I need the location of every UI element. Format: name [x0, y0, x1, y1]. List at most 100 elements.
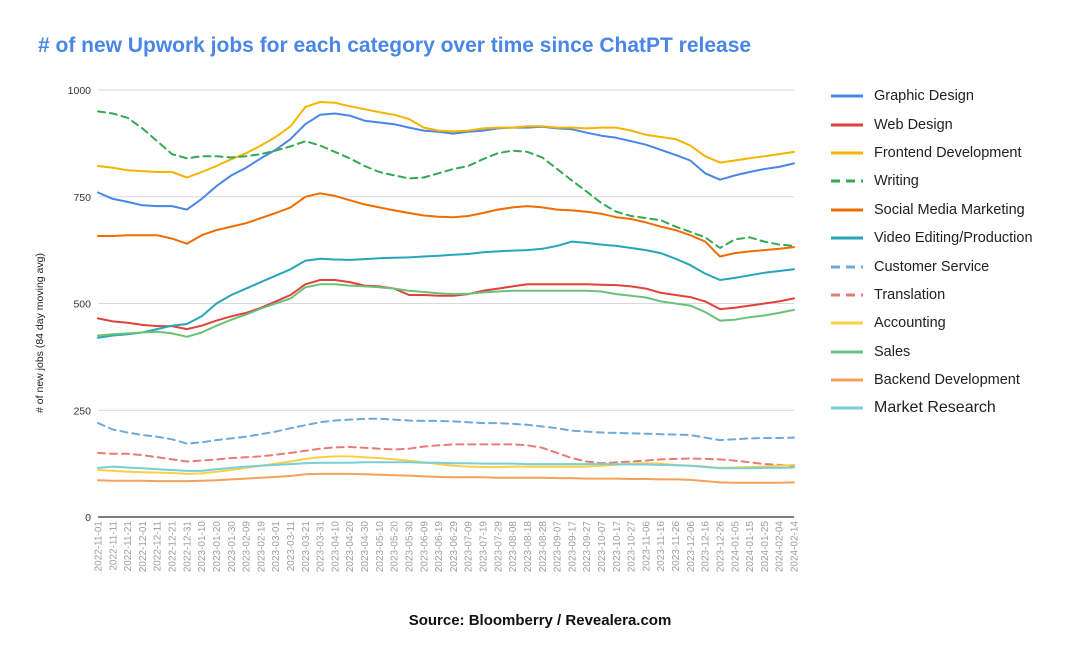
x-tick-label: 2023-11-16 — [656, 521, 667, 572]
y-tick-label: 500 — [73, 299, 91, 311]
legend-label: Customer Service — [874, 258, 990, 275]
grid-lines — [98, 89, 794, 518]
x-tick-label: 2023-06-09 — [419, 521, 430, 573]
x-tick-label: 2024-01-05 — [730, 521, 741, 573]
x-tick-label: 2023-11-06 — [641, 521, 652, 572]
x-tick-label: 2022-12-01 — [138, 521, 149, 573]
x-tick-label: 2022-11-21 — [123, 521, 134, 572]
legend-item: Accounting — [830, 309, 1075, 337]
series-line-social-media-marketing — [97, 192, 795, 258]
x-tick-label: 2023-12-06 — [686, 521, 697, 573]
legend-swatch — [831, 321, 863, 325]
x-tick-label: 2023-03-11 — [286, 521, 297, 572]
legend-item: Web Design — [830, 110, 1075, 138]
x-tick-label: 2022-11-01 — [94, 521, 105, 572]
legend-item: Graphic Design — [830, 82, 1075, 110]
x-tick-label: 2024-02-04 — [775, 521, 786, 573]
legend-item: Social Media Marketing — [830, 196, 1075, 224]
x-tick-label: 2023-02-19 — [256, 521, 267, 573]
x-tick-label: 2023-04-10 — [330, 521, 341, 573]
x-tick-label: 2022-12-21 — [168, 521, 179, 573]
x-tick-label: 2023-04-30 — [360, 521, 371, 573]
y-tick-label: 750 — [73, 192, 91, 204]
x-tick-label: 2023-07-09 — [464, 521, 475, 573]
legend-label: Market Research — [874, 399, 996, 417]
y-axis-label: # of new jobs (84 day moving avg) — [34, 253, 46, 413]
legend-item: Market Research — [830, 394, 1075, 422]
x-tick-label: 2023-09-27 — [582, 521, 593, 573]
x-tick-label: 2023-05-30 — [404, 521, 415, 573]
x-tick-label: 2023-11-26 — [671, 521, 682, 572]
legend-item: Translation — [830, 281, 1075, 309]
x-tick-label: 2023-12-16 — [701, 521, 712, 573]
series-line-sales — [97, 283, 795, 338]
legend-swatch — [831, 236, 863, 240]
source-caption: Source: Bloomberry / Revealera.com — [408, 612, 672, 629]
legend-label: Graphic Design — [874, 88, 974, 105]
legend-item: Customer Service — [830, 252, 1075, 280]
x-tick-label: 2022-12-31 — [182, 521, 193, 573]
x-tick-label: 2023-08-28 — [538, 521, 549, 573]
x-tick-label: 2024-02-14 — [790, 521, 801, 573]
series-line-frontend-development — [97, 101, 795, 179]
legend-swatch — [831, 406, 863, 410]
legend-swatch — [831, 123, 863, 127]
y-tick-label: 250 — [73, 405, 91, 417]
legend-label: Backend Development — [874, 372, 1020, 389]
chart-title: # of new Upwork jobs for each category o… — [38, 34, 752, 57]
x-tick-label: 2023-03-21 — [301, 521, 312, 573]
x-tick-label: 2023-01-30 — [227, 521, 238, 573]
legend-label: Sales — [874, 343, 911, 360]
x-tick-label: 2023-01-20 — [212, 521, 223, 573]
x-tick-label: 2023-05-10 — [375, 521, 386, 573]
legend-swatch — [831, 293, 863, 297]
legend-item: Sales — [830, 338, 1075, 366]
x-tick-label: 2023-12-26 — [715, 521, 726, 573]
x-tick-label: 2023-10-07 — [597, 521, 608, 573]
x-tick-label: 2023-09-07 — [553, 521, 564, 573]
legend-swatch — [831, 151, 863, 155]
legend-swatch — [831, 350, 863, 354]
legend-swatch — [831, 265, 863, 269]
legend-label: Social Media Marketing — [874, 201, 1025, 218]
x-tick-label: 2023-05-20 — [390, 521, 401, 573]
x-tick-label: 2023-06-29 — [449, 521, 460, 573]
series-lines — [97, 101, 795, 484]
series-line-graphic-design — [97, 112, 795, 211]
legend-label: Writing — [874, 173, 919, 190]
x-tick-label: 2023-08-18 — [523, 521, 534, 573]
legend-item: Writing — [830, 167, 1075, 195]
axes: 0 250 500 750 1000 2022-11-01 2022-11-11 2022-1… — [68, 85, 801, 572]
legend-label: Frontend Development — [874, 144, 1022, 161]
series-line-video-editing-production — [97, 240, 795, 339]
series-line-market-research — [97, 461, 795, 472]
x-tick-label: 2023-04-20 — [345, 521, 356, 573]
x-tick-label: 2023-08-08 — [508, 521, 519, 573]
x-tick-label: 2023-09-17 — [567, 521, 578, 573]
x-tick-label: 2023-01-10 — [197, 521, 208, 573]
legend-label: Translation — [874, 286, 946, 303]
series-line-web-design — [97, 279, 795, 331]
legend-swatch — [831, 378, 863, 382]
legend-label: Accounting — [874, 315, 946, 332]
x-tick-label: 2023-10-17 — [612, 521, 623, 573]
x-tick-label: 2022-11-11 — [108, 521, 119, 571]
legend-item: Video Editing/Production — [830, 224, 1075, 252]
legend-label: Web Design — [874, 116, 953, 133]
legend-label: Video Editing/Production — [874, 230, 1033, 247]
legend-swatch — [831, 94, 863, 98]
x-tick-label: 2023-07-29 — [493, 521, 504, 573]
y-tick-label: 0 — [85, 512, 91, 524]
x-tick-label: 2023-07-19 — [479, 521, 490, 573]
legend-swatch — [831, 179, 863, 183]
series-line-backend-development — [97, 472, 795, 484]
legend: Graphic Design Web Design Frontend Develop… — [830, 82, 1075, 423]
x-tick-label: 2023-06-19 — [434, 521, 445, 573]
x-tick-label: 2023-10-27 — [627, 521, 638, 573]
series-line-translation — [97, 443, 795, 467]
legend-swatch — [831, 208, 863, 212]
x-tick-label: 2023-03-31 — [316, 521, 327, 573]
y-tick-label: 1000 — [68, 85, 92, 97]
x-tick-label: 2024-01-25 — [760, 521, 771, 573]
